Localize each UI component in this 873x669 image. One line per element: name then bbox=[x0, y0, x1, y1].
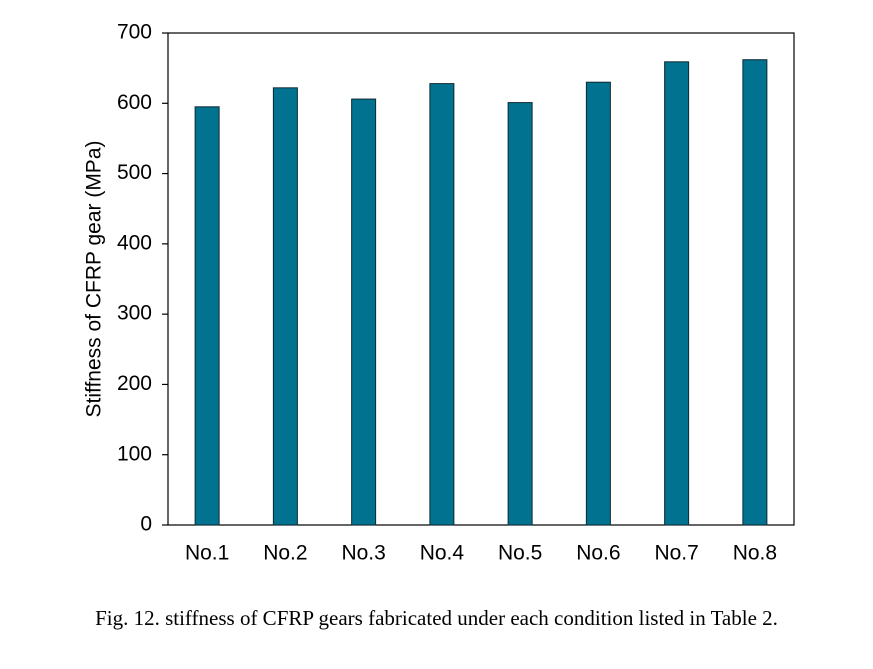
y-tick-label: 100 bbox=[117, 442, 152, 465]
x-tick-label: No.3 bbox=[341, 542, 385, 565]
x-tick-label: No.1 bbox=[185, 542, 229, 565]
y-tick-label: 500 bbox=[117, 161, 152, 184]
y-tick-label: 200 bbox=[117, 372, 152, 395]
plot-frame bbox=[167, 32, 795, 526]
y-tick-label: 400 bbox=[117, 231, 152, 254]
bar-no-5 bbox=[507, 102, 533, 526]
x-tick-label: No.5 bbox=[498, 542, 542, 565]
y-tick-label: 700 bbox=[117, 21, 152, 44]
y-tick-label: 600 bbox=[117, 91, 152, 114]
x-tick-label: No.7 bbox=[654, 542, 698, 565]
x-tick-label: No.8 bbox=[733, 542, 777, 565]
x-axis: No.1 No.2 No.3 No.4 No.5 No.6 No.7 No.8 bbox=[185, 542, 777, 565]
bar-series bbox=[194, 59, 768, 526]
y-tick-label: 300 bbox=[117, 302, 152, 325]
bar-no-6 bbox=[585, 81, 611, 526]
y-tick-label: 0 bbox=[140, 513, 152, 536]
x-tick-label: No.2 bbox=[263, 542, 307, 565]
bar-no-3 bbox=[351, 98, 377, 526]
x-tick-label: No.6 bbox=[576, 542, 620, 565]
bar-no-4 bbox=[429, 83, 455, 526]
y-axis-title: Stiffness of CFRP gear (MPa) bbox=[83, 141, 106, 418]
bar-no-7 bbox=[664, 61, 690, 526]
y-axis: 0 100 200 300 400 500 600 700 bbox=[117, 21, 168, 536]
bar-no-1 bbox=[194, 106, 220, 526]
bar-no-8 bbox=[742, 59, 768, 526]
bar-no-2 bbox=[272, 87, 298, 526]
x-tick-label: No.4 bbox=[420, 542, 465, 565]
figure-caption: Fig. 12. stiffness of CFRP gears fabrica… bbox=[95, 606, 778, 630]
